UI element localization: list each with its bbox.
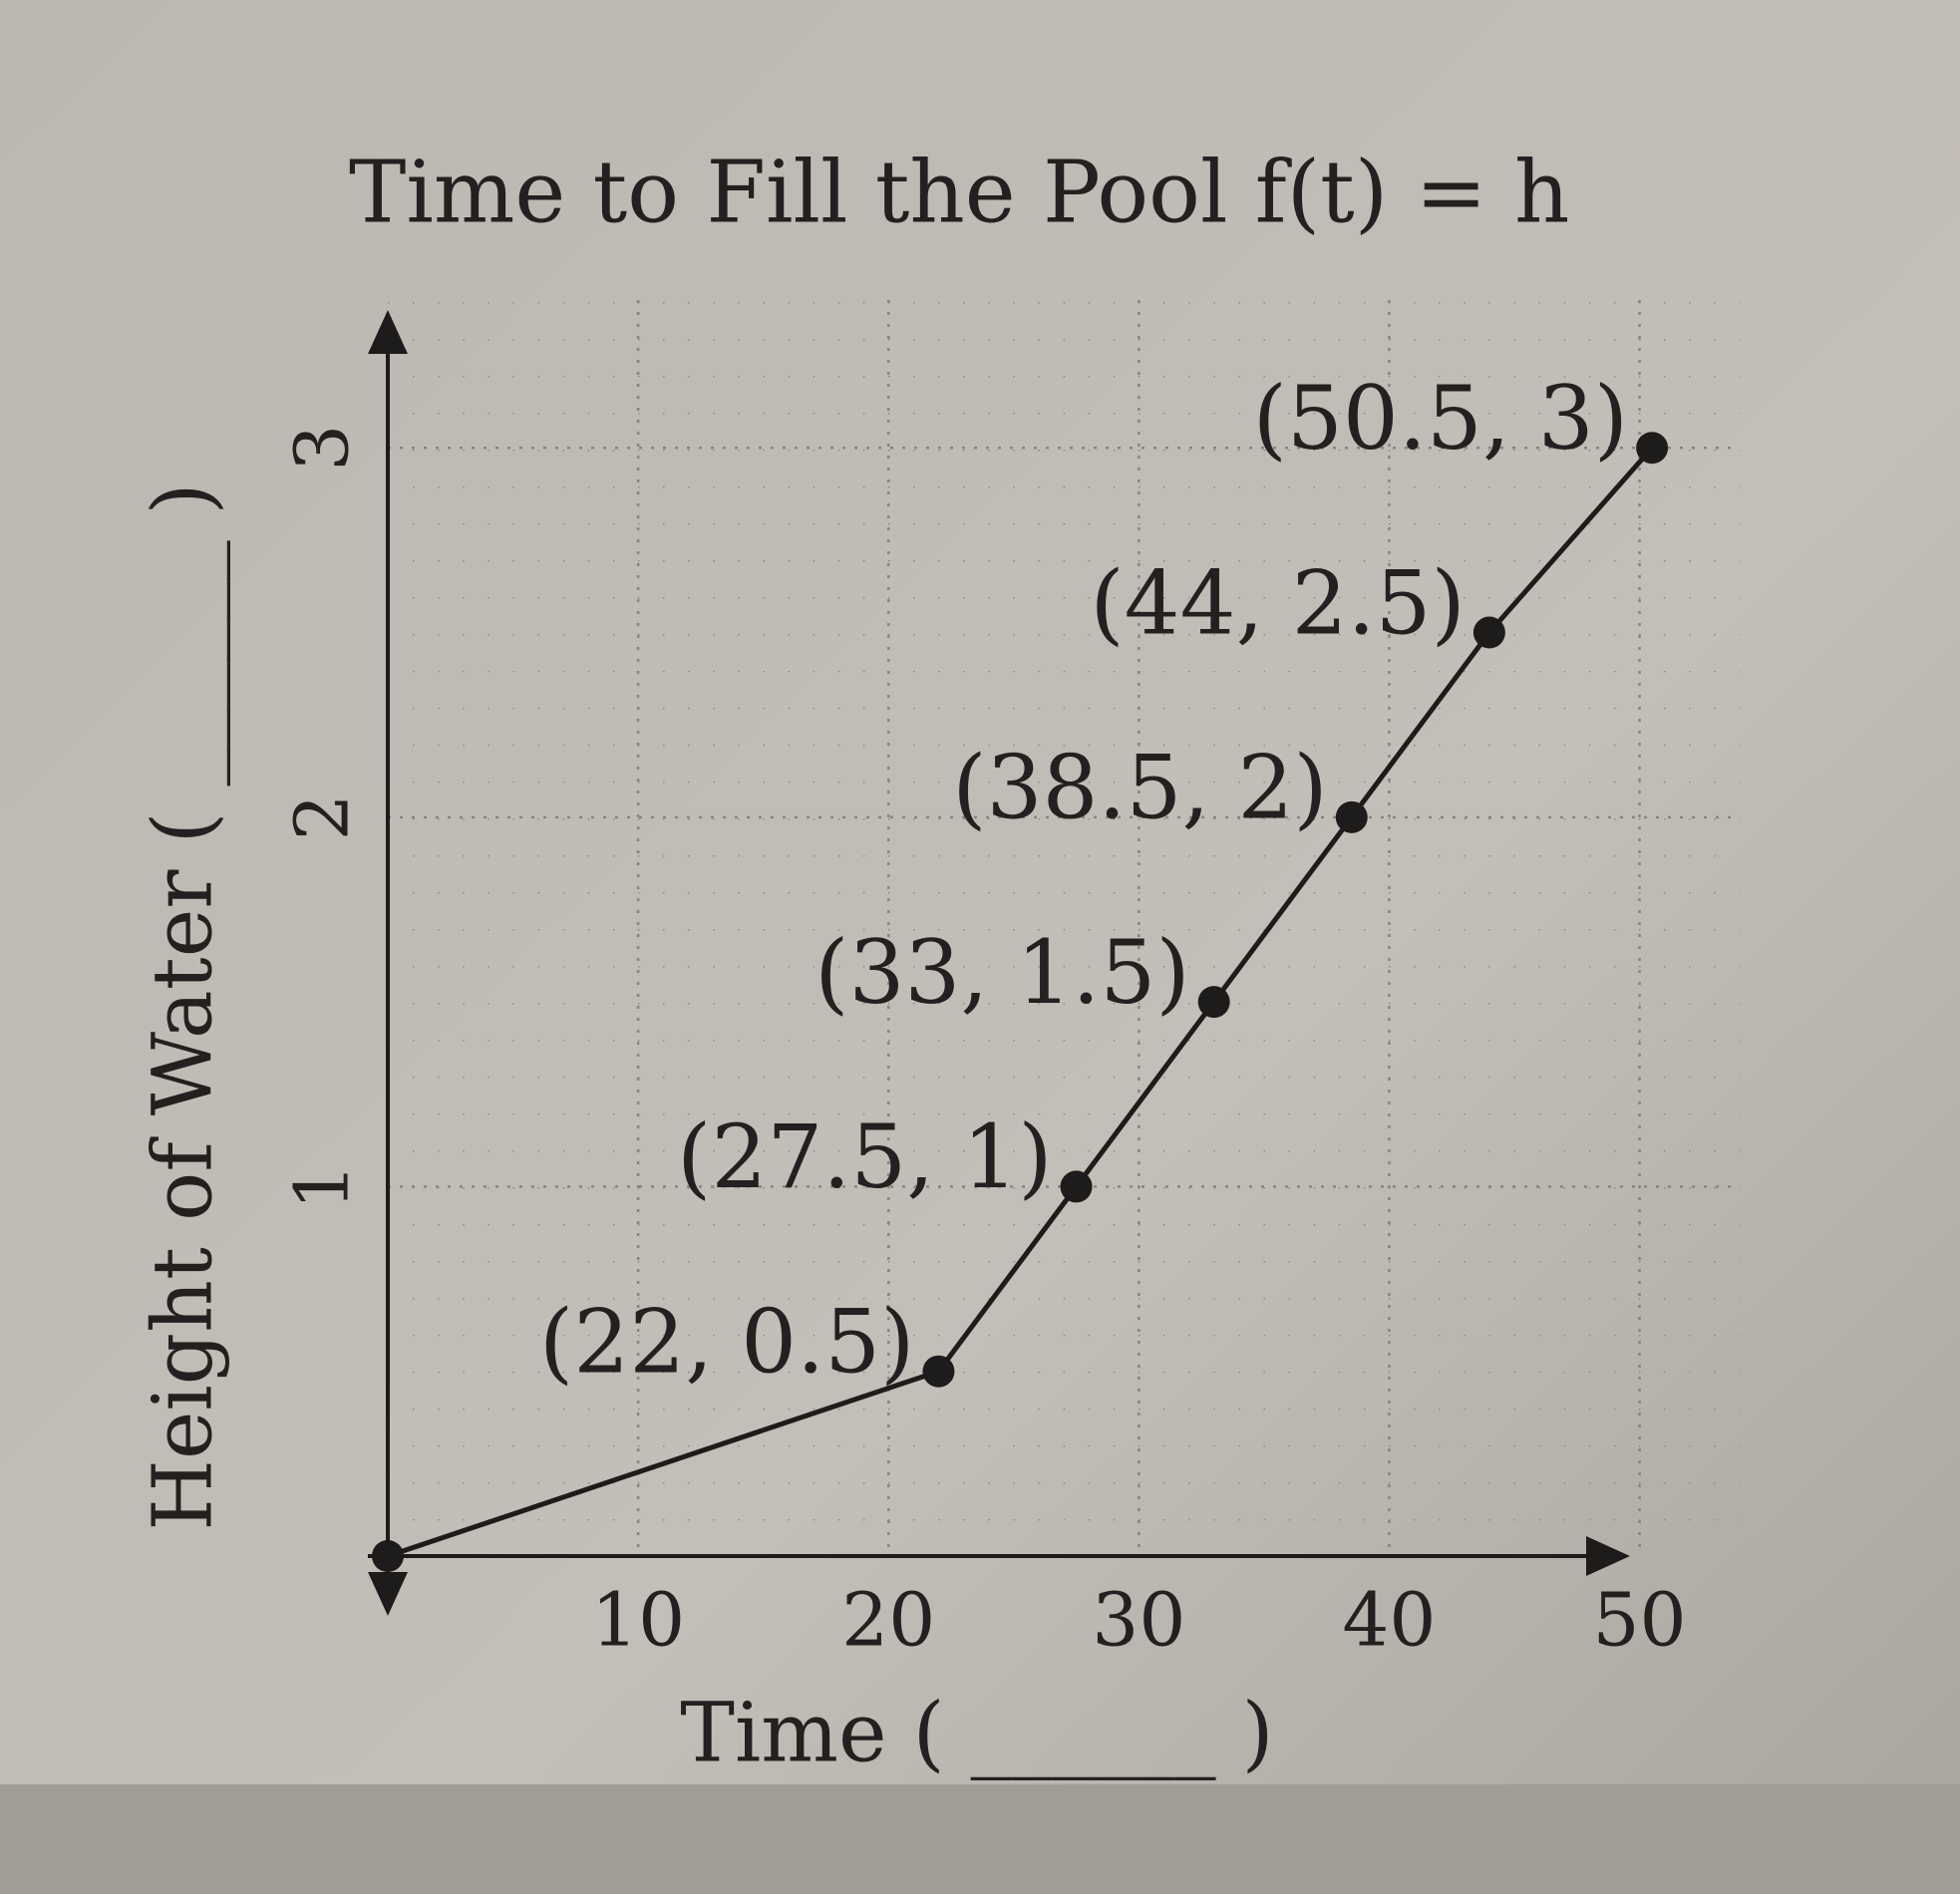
x-tick-label: 30 (1092, 1577, 1185, 1663)
y-tick-label: 3 (279, 425, 365, 472)
x-tick-label: 20 (841, 1577, 935, 1663)
y-axis-label: Height of Water ( ______ ) (137, 482, 231, 1530)
paper-edge (0, 1784, 1960, 1894)
data-label: (38.5, 2) (952, 737, 1328, 839)
data-label: (44, 2.5) (1090, 551, 1466, 654)
data-point (922, 1355, 955, 1388)
data-point (1335, 800, 1368, 833)
data-label: (27.5, 1) (677, 1105, 1053, 1208)
data-point (1636, 432, 1669, 465)
x-tick-label: 40 (1342, 1577, 1436, 1663)
data-point (1060, 1170, 1093, 1203)
x-axis-label: Time ( ______ ) (680, 1687, 1273, 1781)
grid-paper (388, 300, 1740, 1556)
y-tick-label: 2 (279, 793, 365, 840)
data-point (1472, 616, 1505, 649)
x-tick-label: 10 (591, 1577, 685, 1663)
data-point (1197, 986, 1230, 1019)
data-label: (22, 0.5) (539, 1291, 915, 1394)
data-point (372, 1540, 404, 1572)
data-label: (33, 1.5) (815, 921, 1190, 1024)
plot-area: 10 20 30 40 50 1 2 3 (22, 0.5) (27.5, 1) (33, 1.5)… (279, 300, 1740, 1663)
x-tick-label: 50 (1592, 1577, 1686, 1663)
data-label: (50.5, 3) (1253, 367, 1629, 470)
chart-title: Time to Fill the Pool f(t) = h (349, 144, 1569, 243)
y-tick-label: 1 (279, 1163, 365, 1210)
